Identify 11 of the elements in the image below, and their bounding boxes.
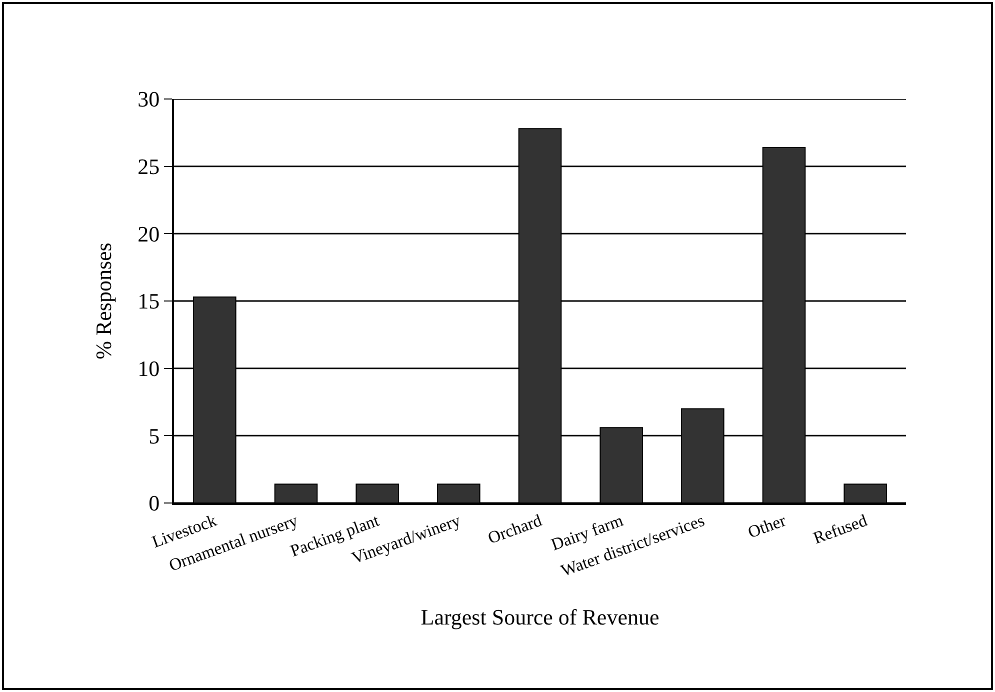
y-axis-title: % Responses (90, 242, 116, 360)
y-tick-label: 25 (138, 154, 160, 180)
x-tick-label: Other (745, 510, 789, 542)
y-tick-label: 20 (138, 221, 160, 246)
x-axis-title: Largest Source of Revenue (420, 604, 660, 630)
x-tick-label: Orchard (485, 510, 545, 548)
y-tick-label: 0 (148, 490, 160, 516)
y-tick-label: 5 (148, 423, 160, 448)
y-tick-label: 10 (138, 356, 160, 382)
y-tick-label: 30 (138, 86, 160, 112)
y-tick-label: 15 (138, 288, 160, 314)
